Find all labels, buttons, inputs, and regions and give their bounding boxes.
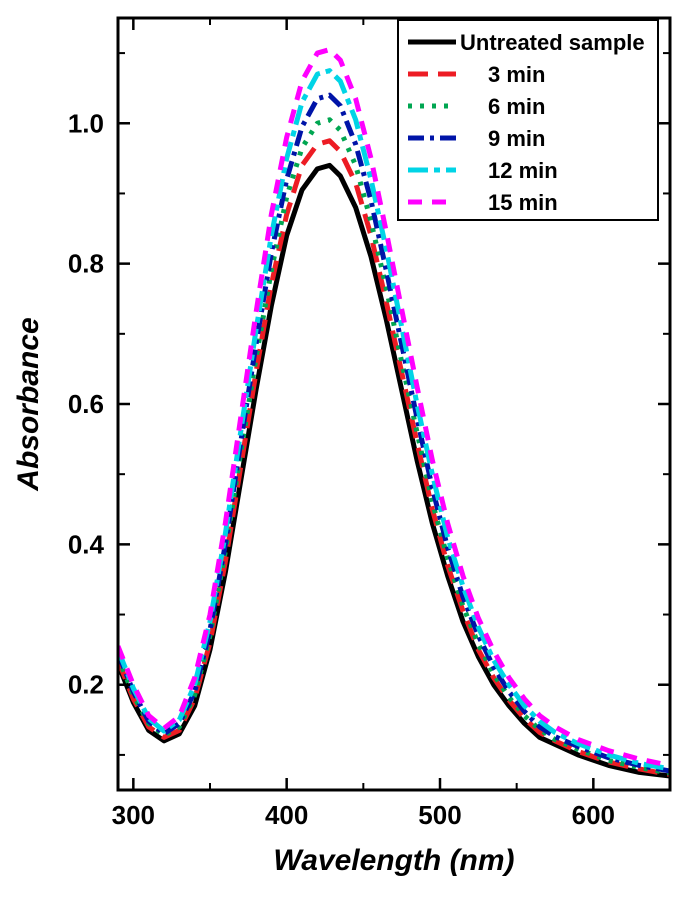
x-tick-label: 400 [265, 800, 308, 830]
legend-label: Untreated sample [460, 30, 645, 55]
y-tick-label: 1.0 [68, 108, 104, 138]
legend-label: 12 min [488, 158, 558, 183]
legend-label: 6 min [488, 94, 545, 119]
x-axis-label: Wavelength (nm) [273, 844, 514, 877]
chart-svg: 300 400 500 600 0.2 0.4 0.6 0.8 1.0 Wavelength (n… [0, 0, 685, 897]
absorbance-chart: 300 400 500 600 0.2 0.4 0.6 0.8 1.0 Wavelength (n… [0, 0, 685, 897]
y-tick-label: 0.6 [68, 389, 104, 419]
y-tick-label: 0.8 [68, 249, 104, 279]
legend-label: 9 min [488, 126, 545, 151]
x-tick-label: 600 [572, 800, 615, 830]
x-tick-label: 500 [418, 800, 461, 830]
legend-label: 3 min [488, 62, 545, 87]
y-tick-label: 0.2 [68, 670, 104, 700]
legend-label: 15 min [488, 190, 558, 215]
x-tick-label: 300 [112, 800, 155, 830]
y-tick-label: 0.4 [68, 529, 105, 559]
y-axis-label: Absorbance [12, 317, 45, 491]
